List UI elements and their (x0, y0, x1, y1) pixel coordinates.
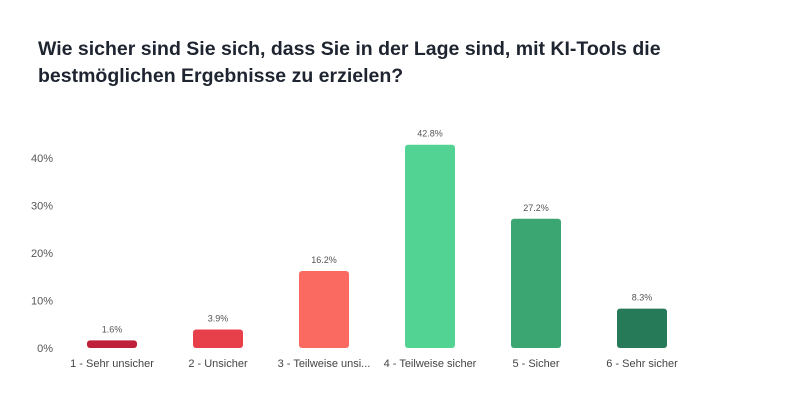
data-label: 42.8% (417, 129, 443, 139)
bar (299, 271, 349, 348)
bar (617, 308, 667, 348)
x-tick-label: 4 - Teilweise sicher (384, 358, 477, 370)
y-tick-label: 20% (31, 248, 53, 260)
data-label: 8.3% (632, 293, 653, 303)
chart-title: Wie sicher sind Sie sich, dass Sie in de… (38, 38, 661, 87)
bar (193, 329, 243, 348)
y-tick-label: 10% (31, 296, 53, 308)
x-tick-label: 3 - Teilweise unsi... (278, 358, 371, 370)
data-label: 1.6% (102, 324, 123, 334)
x-tick-label: 1 - Sehr unsicher (70, 358, 154, 370)
y-tick-label: 0% (37, 343, 53, 355)
x-tick-label: 5 - Sicher (512, 358, 559, 370)
bar (511, 218, 561, 348)
bar (405, 144, 455, 348)
bar (87, 340, 137, 348)
y-tick-label: 40% (31, 153, 53, 165)
data-label: 3.9% (208, 313, 229, 323)
x-tick-label: 2 - Unsicher (188, 358, 248, 370)
data-label: 27.2% (523, 203, 549, 213)
y-tick-label: 30% (31, 201, 53, 213)
data-label: 16.2% (311, 255, 337, 265)
x-tick-label: 6 - Sehr sicher (606, 358, 678, 370)
